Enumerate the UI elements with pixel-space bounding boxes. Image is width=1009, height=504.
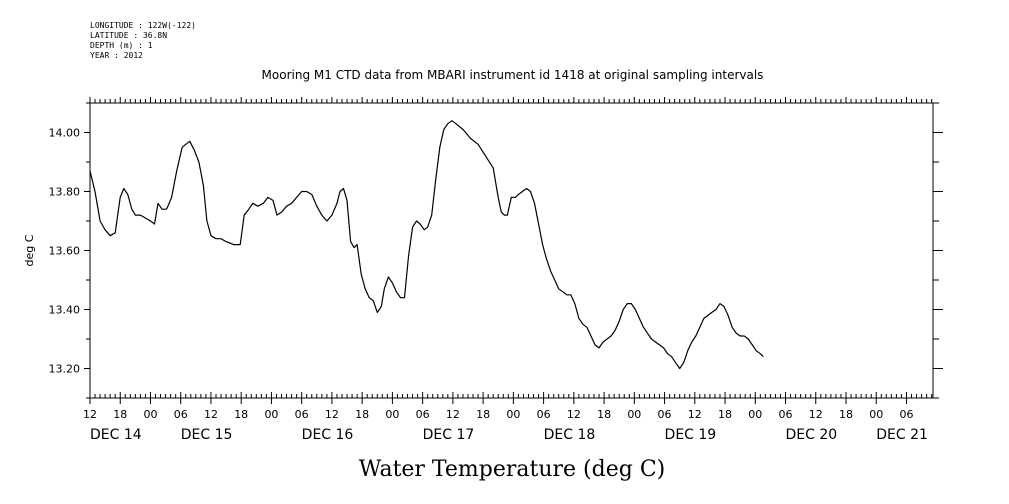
x-day-label: DEC 20: [786, 427, 838, 443]
x-hour-tick-label: 18: [718, 408, 732, 421]
meta-depth: DEPTH (m) : 1: [90, 41, 153, 50]
x-hour-tick-label: 00: [869, 408, 883, 421]
x-hour-tick-label: 06: [658, 408, 672, 421]
x-day-label: DEC 19: [665, 427, 717, 443]
x-hour-tick-label: 18: [597, 408, 611, 421]
x-hour-tick-label: 18: [234, 408, 248, 421]
meta-latitude: LATITUDE : 36.8N: [90, 31, 168, 40]
x-hour-tick-label: 12: [809, 408, 823, 421]
plot-frame: [89, 102, 934, 399]
x-hour-tick-label: 12: [204, 408, 218, 421]
x-hour-tick-label: 06: [295, 408, 309, 421]
x-hour-tick-label: 00: [748, 408, 762, 421]
x-day-label: DEC 21: [876, 427, 928, 443]
x-hour-tick-label: 06: [416, 408, 430, 421]
x-hour-tick-label: 18: [839, 408, 853, 421]
x-hour-tick-label: 06: [537, 408, 551, 421]
x-hour-tick-label: 12: [567, 408, 581, 421]
x-hour-tick-label: 18: [476, 408, 490, 421]
x-hour-tick-label: 00: [627, 408, 641, 421]
metadata-block: LONGITUDE : 122W(-122) LATITUDE : 36.8N …: [90, 21, 196, 61]
x-hour-tick-label: 12: [446, 408, 460, 421]
series-line: [89, 120, 764, 370]
meta-longitude: LONGITUDE : 122W(-122): [90, 21, 196, 30]
y-tick-label: 13.60: [49, 245, 81, 258]
chart-title: Mooring M1 CTD data from MBARI instrumen…: [261, 68, 764, 82]
x-hour-tick-label: 18: [113, 408, 127, 421]
x-hour-tick-label: 06: [174, 408, 188, 421]
y-tick-label: 13.40: [49, 304, 81, 317]
x-hour-tick-label: 00: [143, 408, 157, 421]
y-tick-label: 14.00: [49, 127, 81, 140]
x-day-label: DEC 16: [302, 427, 354, 443]
x-day-label: DEC 14: [90, 427, 142, 443]
x-axis-label: Water Temperature (deg C): [359, 457, 666, 482]
x-day-label: DEC 17: [423, 427, 475, 443]
x-hour-tick-label: 00: [385, 408, 399, 421]
x-hour-tick-label: 06: [779, 408, 793, 421]
x-day-label: DEC 15: [181, 427, 233, 443]
x-hour-tick-label: 18: [355, 408, 369, 421]
x-hour-tick-label: 12: [688, 408, 702, 421]
x-hour-tick-label: 00: [264, 408, 278, 421]
y-axis-label: deg C: [23, 234, 36, 266]
x-hour-tick-label: 00: [506, 408, 520, 421]
x-hour-tick-label: 12: [83, 408, 97, 421]
x-hour-tick-label: 06: [899, 408, 913, 421]
y-tick-label: 13.80: [49, 186, 81, 199]
y-tick-label: 13.20: [49, 363, 81, 376]
x-hour-tick-label: 12: [325, 408, 339, 421]
x-day-label: DEC 18: [544, 427, 596, 443]
meta-year: YEAR : 2012: [90, 51, 143, 60]
